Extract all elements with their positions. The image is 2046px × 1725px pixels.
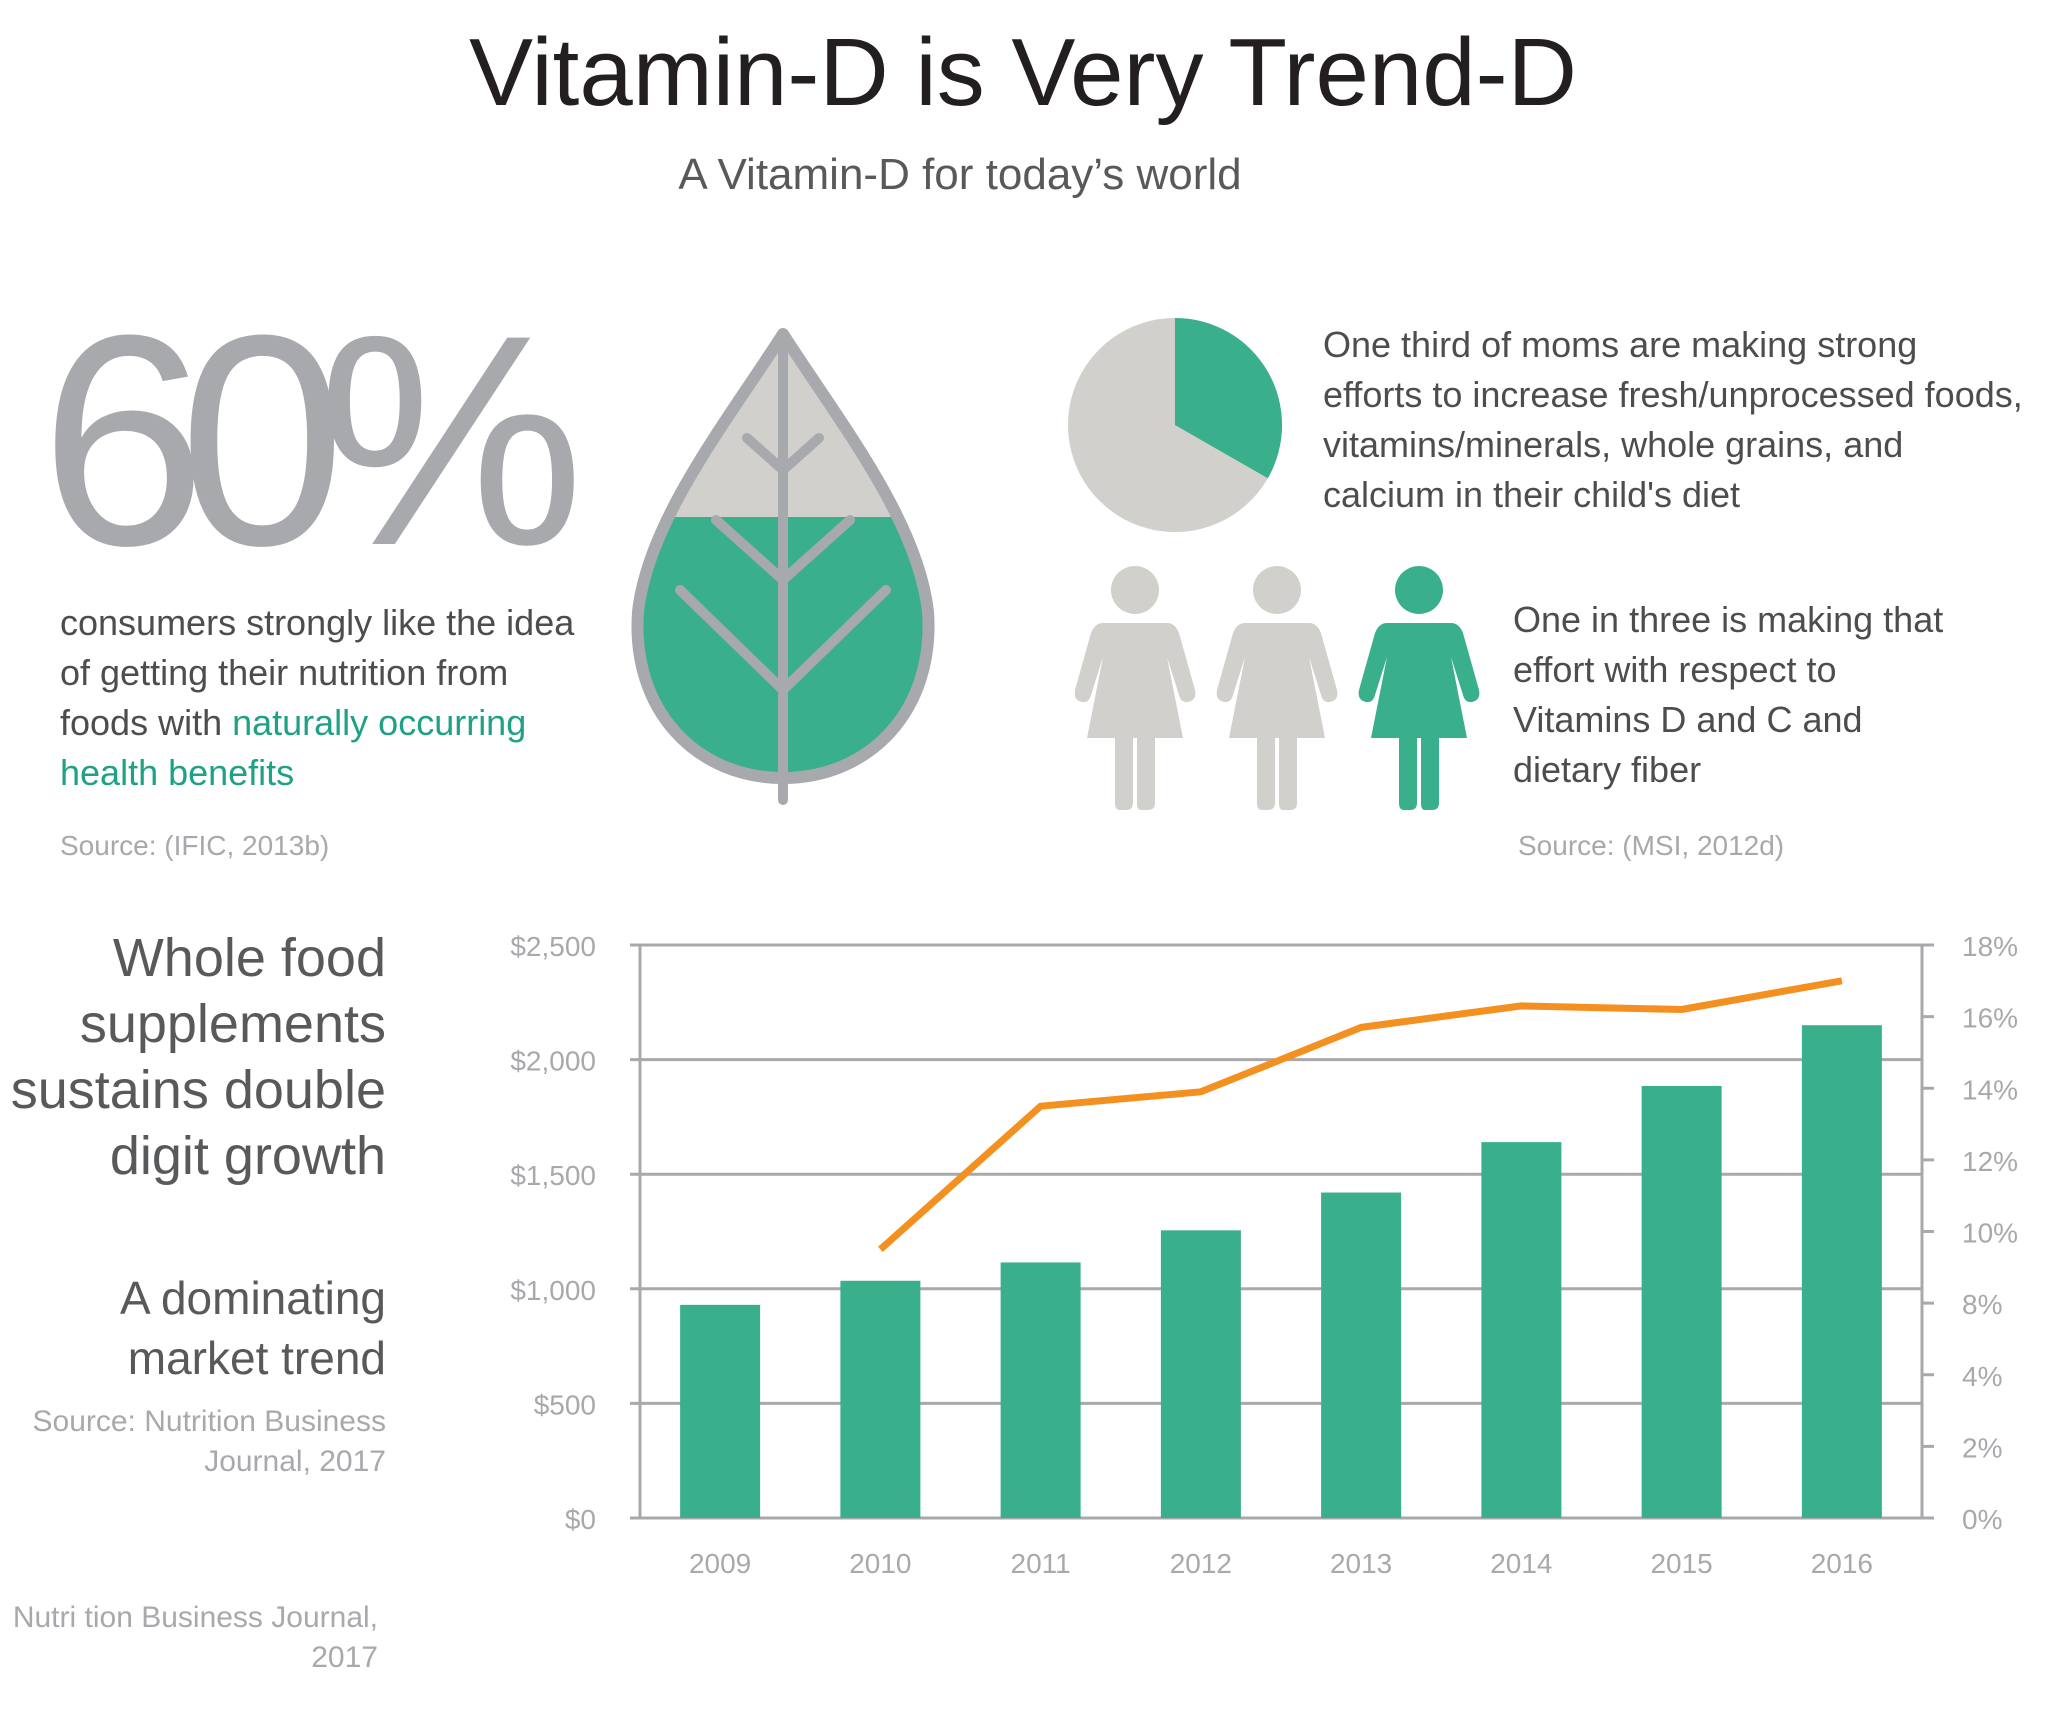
leaf-drop-icon [631, 328, 935, 805]
x-tick-label: 2012 [1170, 1548, 1232, 1579]
bar-2012 [1160, 1230, 1241, 1518]
y-left-tick-label: $2,000 [510, 1046, 596, 1077]
source-ific: Source: (IFIC, 2013b) [60, 830, 330, 861]
chart-axes [638, 943, 1934, 1520]
x-tick-label: 2016 [1811, 1548, 1873, 1579]
y-left-tick-label: $500 [534, 1389, 596, 1420]
y-right-tick-label: 8% [1962, 1289, 2002, 1320]
y-right-tick-label: 0% [1962, 1504, 2002, 1535]
moms-statement: One third of moms are making strong effo… [1323, 324, 2023, 515]
source-msi: Source: (MSI, 2012d) [1518, 830, 1785, 861]
bar-2013 [1321, 1192, 1402, 1518]
bar-2014 [1481, 1142, 1562, 1518]
chart-subheading: A dominating market trend [120, 1272, 386, 1384]
y-left-tick-label: $1,500 [510, 1160, 596, 1191]
x-tick-label: 2011 [1011, 1548, 1071, 1579]
x-tick-label: 2010 [849, 1548, 911, 1579]
chart-heading: Whole food supplements sustains double d… [10, 928, 386, 1186]
y-left-tick-label: $0 [565, 1504, 596, 1535]
y-right-tick-label: 16% [1962, 1003, 2018, 1034]
y-right-tick-label: 18% [1962, 931, 2018, 962]
effort-statement: One in three is making that effort with … [1513, 599, 1944, 790]
y-right-tick-label: 14% [1962, 1074, 2018, 1105]
y-left-tick-label: $2,500 [510, 931, 596, 962]
bar-2011 [1000, 1262, 1081, 1518]
chart-source: Source: Nutrition Business Journal, 2017 [32, 1405, 387, 1478]
chart-bars [680, 1025, 1882, 1518]
pie-highlight-slice [1175, 318, 1283, 479]
y-right-tick-label: 4% [1962, 1361, 2002, 1392]
consumers-statement: consumers strongly like the idea of gett… [60, 598, 600, 798]
consumers-statement-main: consumers strongly like the idea of gett… [60, 602, 575, 743]
consumers-statement-highlight: naturally occurring health benefits [60, 702, 527, 793]
moms-pie-chart [1068, 318, 1283, 532]
footer-credit: Nutri tion Business Journal, 2017 [12, 1601, 378, 1674]
bar-2009 [680, 1304, 761, 1518]
y-right-tick-label: 2% [1962, 1432, 2002, 1463]
page-title: Vitamin-D is Very Trend-D [469, 19, 1577, 126]
y-left-tick-label: $1,000 [510, 1275, 596, 1306]
leaf-veins [675, 340, 891, 805]
bar-2016 [1801, 1025, 1882, 1518]
chart-labels: $0 $500 $1,000 $1,500 $2,000 $2,500 0% 2% 4% 8% 10… [510, 931, 2018, 1579]
chart-gridlines [630, 943, 1922, 1520]
x-tick-label: 2009 [689, 1548, 751, 1579]
big-stat-percentage: 60% [40, 272, 584, 608]
bar-2015 [1641, 1085, 1722, 1518]
x-tick-label: 2015 [1650, 1548, 1712, 1579]
y-right-tick-label: 12% [1962, 1146, 2018, 1177]
page-subtitle: A Vitamin-D for today’s world [678, 150, 1242, 199]
chart-growth-line [878, 977, 1843, 1253]
x-tick-label: 2014 [1490, 1548, 1552, 1579]
y-right-tick-label: 10% [1962, 1218, 2018, 1249]
x-tick-label: 2013 [1330, 1548, 1392, 1579]
bar-2010 [840, 1280, 921, 1518]
